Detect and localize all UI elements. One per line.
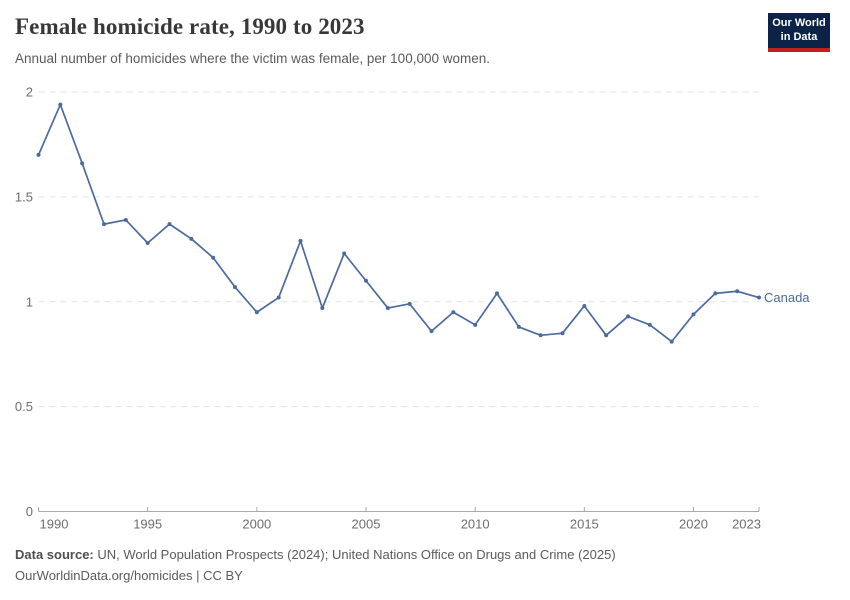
data-point[interactable] bbox=[604, 333, 609, 338]
data-point[interactable] bbox=[276, 295, 281, 300]
data-point[interactable] bbox=[189, 236, 194, 241]
data-point[interactable] bbox=[102, 222, 106, 227]
data-point[interactable] bbox=[713, 291, 718, 296]
data-point[interactable] bbox=[145, 241, 150, 246]
x-tick-label: 2015 bbox=[570, 517, 599, 532]
data-point[interactable] bbox=[560, 331, 565, 336]
x-tick-label: 1995 bbox=[133, 517, 162, 532]
series-end-label: Canada bbox=[764, 290, 810, 305]
y-tick-label: 1 bbox=[26, 294, 33, 309]
data-point[interactable] bbox=[298, 238, 303, 243]
chart-subtitle: Annual number of homicides where the vic… bbox=[15, 51, 490, 66]
data-point[interactable] bbox=[669, 339, 674, 344]
data-point[interactable] bbox=[80, 161, 85, 166]
x-tick-label: 2000 bbox=[242, 517, 271, 532]
data-point[interactable] bbox=[167, 222, 172, 227]
data-point[interactable] bbox=[516, 324, 521, 329]
x-tick-label: 2020 bbox=[679, 517, 708, 532]
data-point[interactable] bbox=[473, 322, 478, 327]
data-point[interactable] bbox=[58, 102, 63, 107]
data-point[interactable] bbox=[582, 303, 587, 308]
y-tick-label: 0.5 bbox=[15, 399, 33, 414]
data-source-text: UN, World Population Prospects (2024); U… bbox=[93, 547, 616, 562]
data-point[interactable] bbox=[429, 329, 434, 334]
data-point[interactable] bbox=[385, 306, 390, 311]
data-point[interactable] bbox=[757, 295, 761, 300]
page-title: Female homicide rate, 1990 to 2023 bbox=[15, 14, 365, 39]
data-point[interactable] bbox=[626, 314, 630, 319]
data-point[interactable] bbox=[364, 278, 368, 283]
data-point[interactable] bbox=[647, 322, 652, 327]
data-point[interactable] bbox=[36, 152, 41, 157]
data-point[interactable] bbox=[407, 301, 412, 306]
data-point[interactable] bbox=[691, 312, 696, 317]
x-tick-label: 2010 bbox=[461, 517, 490, 532]
owid-logo-line1: Our World bbox=[772, 16, 826, 29]
data-source-label: Data source: bbox=[15, 547, 94, 562]
data-point[interactable] bbox=[123, 217, 128, 222]
data-point[interactable] bbox=[735, 289, 740, 294]
data-point[interactable] bbox=[211, 255, 216, 260]
data-point[interactable] bbox=[233, 285, 237, 290]
series-line-canada[interactable] bbox=[37, 103, 760, 343]
license-link[interactable]: CC BY bbox=[203, 568, 243, 583]
license-separator: | bbox=[192, 568, 204, 583]
owid-logo[interactable]: Our World in Data bbox=[768, 13, 830, 52]
license-line: OurWorldinData.org/homicides | CC BY bbox=[15, 568, 815, 583]
x-tick-label: 2005 bbox=[352, 517, 381, 532]
x-tick-label: 2023 bbox=[732, 517, 761, 532]
data-point[interactable] bbox=[342, 251, 347, 256]
x-tick-label: 1990 bbox=[40, 517, 69, 532]
owid-url-link[interactable]: OurWorldinData.org/homicides bbox=[15, 568, 193, 583]
data-source-line: Data source: UN, World Population Prospe… bbox=[15, 547, 815, 562]
y-tick-label: 2 bbox=[26, 85, 33, 100]
data-point[interactable] bbox=[451, 310, 456, 315]
y-tick-label: 0 bbox=[26, 504, 33, 519]
owid-logo-line2: in Data bbox=[780, 30, 818, 43]
y-tick-label: 1.5 bbox=[15, 189, 33, 204]
data-point[interactable] bbox=[495, 291, 499, 296]
data-point[interactable] bbox=[538, 333, 543, 338]
data-point[interactable] bbox=[320, 306, 325, 311]
data-point[interactable] bbox=[254, 310, 259, 315]
